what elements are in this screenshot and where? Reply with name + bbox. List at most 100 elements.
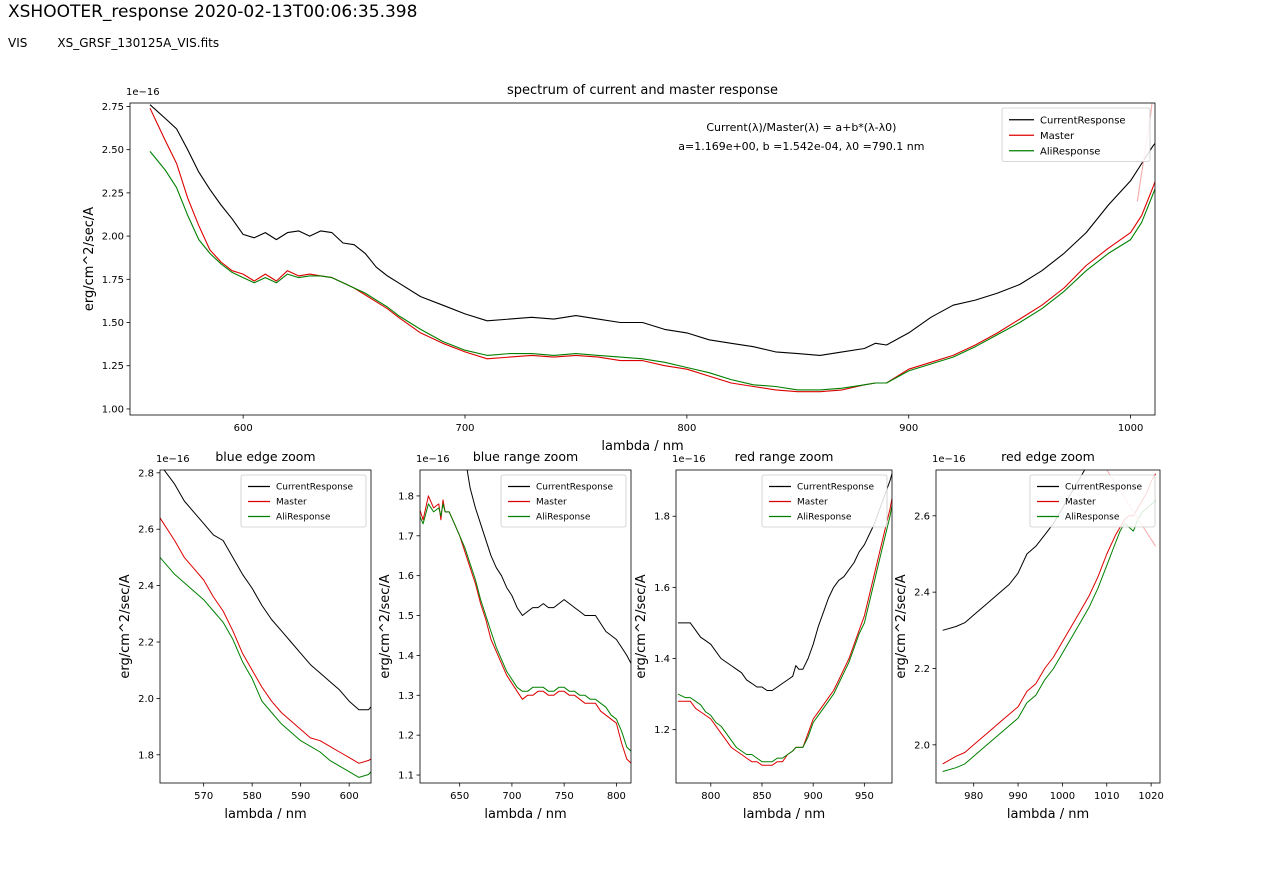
blue-range-zoom-title: blue range zoom [473, 449, 578, 464]
page-title: XSHOOTER_response 2020-02-13T00:06:35.39… [8, 2, 418, 22]
blue-range-zoom-ylabel: erg/cm^2/sec/A [378, 574, 393, 678]
blue-edge-zoom-ticks: 570 580 590 600 1.8 2.0 2.2 2.4 2.6 2.8 [138, 468, 359, 802]
blue-edge-zoom-series-Master [160, 517, 371, 764]
main-legend-box [1001, 107, 1151, 162]
blue-edge-zoom-series-AliResponse [160, 557, 371, 778]
svg-text:2.6: 2.6 [138, 525, 154, 536]
red-range-zoom-series-CurrentResponse [678, 473, 892, 691]
fits-filename: XS_GRSF_130125A_VIS.fits [57, 36, 220, 50]
blue-edge-zoom-series-CurrentResponse [163, 470, 371, 711]
svg-text:2.25: 2.25 [102, 188, 124, 199]
red-edge-zoom-series [942, 470, 1157, 772]
red-edge-zoom-offset-label: 1e−16 [932, 454, 966, 465]
svg-text:2.2: 2.2 [914, 664, 930, 675]
svg-text:1.1: 1.1 [398, 771, 414, 782]
chart-main: 600 700 800 900 1000 1.00 1.25 1.50 1.75 2.00 2.25… [82, 83, 1156, 454]
svg-text:2.8: 2.8 [138, 468, 154, 479]
svg-text:590: 590 [291, 791, 310, 802]
svg-text:2.2: 2.2 [138, 638, 154, 649]
main-ticks: 600 700 800 900 1000 1.00 1.25 1.50 1.75 2.00 2.25… [102, 102, 1144, 434]
svg-text:850: 850 [752, 791, 771, 802]
main-legend: CurrentResponse Master AliResponse [1001, 107, 1151, 162]
svg-text:1.50: 1.50 [102, 318, 124, 329]
svg-text:1010: 1010 [1094, 791, 1119, 802]
blue-range-zoom-legend-label-CurrentResponse: CurrentResponse [536, 483, 613, 493]
blue-range-zoom-legend-label-Master: Master [536, 498, 567, 508]
red-edge-zoom-legend-box [1029, 474, 1156, 528]
red-range-zoom-legend-label-AliResponse: AliResponse [797, 513, 852, 523]
svg-text:1000: 1000 [1118, 423, 1143, 434]
blue-edge-zoom-legend-box [240, 474, 367, 528]
svg-text:1020: 1020 [1138, 791, 1163, 802]
svg-text:800: 800 [607, 791, 626, 802]
svg-text:650: 650 [450, 791, 469, 802]
blue-edge-zoom-offset-label: 1e−16 [156, 454, 190, 465]
svg-text:1.2: 1.2 [398, 731, 414, 742]
red-range-zoom-title: red range zoom [735, 449, 834, 464]
svg-text:700: 700 [502, 791, 521, 802]
svg-text:980: 980 [964, 791, 983, 802]
blue-edge-zoom-legend-label-Master: Master [276, 498, 307, 508]
main-ylabel: erg/cm^2/sec/A [82, 207, 97, 311]
svg-text:1.7: 1.7 [398, 531, 414, 542]
svg-text:900: 900 [899, 423, 918, 434]
svg-text:1.75: 1.75 [102, 275, 124, 286]
blue-edge-zoom-legend-label-CurrentResponse: CurrentResponse [276, 483, 353, 493]
blue-range-zoom-series-AliResponse [420, 503, 631, 752]
red-range-zoom-legend-label-CurrentResponse: CurrentResponse [797, 483, 874, 493]
blue-edge-zoom-title: blue edge zoom [215, 449, 315, 464]
svg-text:1000: 1000 [1050, 791, 1075, 802]
red-edge-zoom-legend-label-Master: Master [1065, 498, 1096, 508]
blue-range-zoom-axes-box [419, 469, 632, 784]
red-range-zoom-series-AliResponse [677, 505, 892, 763]
main-series-CurrentResponse [149, 104, 1155, 356]
svg-text:1.25: 1.25 [102, 361, 124, 372]
blue-range-zoom-offset-label: 1e−16 [416, 454, 450, 465]
chart-red-range-zoom: 800 850 900 950 1.2 1.4 1.6 1.8 red range zoom 1e… [634, 449, 893, 822]
svg-text:1.2: 1.2 [654, 725, 670, 736]
svg-text:900: 900 [804, 791, 823, 802]
red-edge-zoom-ticks: 980 990 1000 1010 1020 2.0 2.2 2.4 2.6 [914, 511, 1164, 802]
red-edge-zoom-ylabel: erg/cm^2/sec/A [894, 574, 909, 678]
arm-label: VIS [8, 36, 28, 50]
blue-range-zoom-xlabel: lambda / nm [484, 807, 566, 822]
svg-text:990: 990 [1009, 791, 1028, 802]
blue-edge-zoom-axes-box [159, 469, 372, 784]
svg-text:2.00: 2.00 [102, 232, 124, 243]
svg-text:800: 800 [677, 423, 696, 434]
red-edge-zoom-title: red edge zoom [1001, 449, 1095, 464]
blue-range-zoom-legend-box [500, 474, 627, 528]
red-edge-zoom-xlabel: lambda / nm [1007, 807, 1089, 822]
main-xlabel: lambda / nm [601, 439, 683, 454]
red-edge-zoom-axes-box [935, 469, 1161, 784]
blue-edge-zoom-xlabel: lambda / nm [224, 807, 306, 822]
svg-text:580: 580 [243, 791, 262, 802]
main-series-AliResponse [149, 151, 1155, 391]
svg-text:1.6: 1.6 [398, 571, 414, 582]
svg-text:1.5: 1.5 [398, 611, 414, 622]
svg-text:2.75: 2.75 [102, 102, 124, 113]
svg-text:1.8: 1.8 [138, 750, 154, 761]
svg-text:1.8: 1.8 [654, 512, 670, 523]
main-series-Master [149, 107, 1155, 393]
red-range-zoom-xlabel: lambda / nm [743, 807, 825, 822]
chart-red-edge-zoom: 980 990 1000 1010 1020 2.0 2.2 2.4 2.6 red edge z… [894, 449, 1164, 822]
blue-edge-zoom-legend-label-AliResponse: AliResponse [276, 513, 331, 523]
red-range-zoom-legend-label-Master: Master [797, 498, 828, 508]
red-range-zoom-offset-label: 1e−16 [672, 454, 706, 465]
svg-text:1.00: 1.00 [102, 404, 124, 415]
blue-edge-zoom-series [160, 470, 371, 778]
svg-text:1.4: 1.4 [654, 654, 670, 665]
page-subtitle: VIS XS_GRSF_130125A_VIS.fits [8, 36, 417, 50]
main-legend-label-CurrentResponse: CurrentResponse [1040, 115, 1126, 126]
red-edge-zoom-series-AliResponse [942, 500, 1156, 772]
red-range-zoom-series [677, 473, 892, 766]
red-range-zoom-ticks: 800 850 900 950 1.2 1.4 1.6 1.8 [654, 512, 874, 802]
svg-text:1.6: 1.6 [654, 583, 670, 594]
main-title: spectrum of current and master response [507, 83, 778, 98]
svg-text:1.3: 1.3 [398, 691, 414, 702]
chart-blue-edge-zoom: 570 580 590 600 1.8 2.0 2.2 2.4 2.6 2.8 blue edge … [118, 449, 372, 822]
red-range-zoom-legend-box [761, 474, 888, 528]
red-range-zoom-axes-box [675, 469, 893, 784]
